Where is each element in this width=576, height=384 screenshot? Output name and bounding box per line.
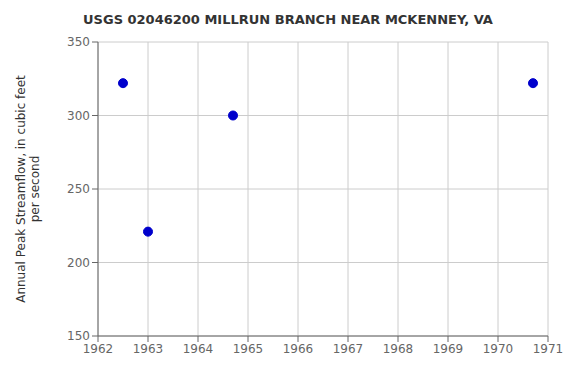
- svg-text:1964: 1964: [183, 342, 214, 356]
- svg-text:250: 250: [67, 182, 90, 196]
- svg-text:1966: 1966: [283, 342, 314, 356]
- svg-text:1970: 1970: [483, 342, 514, 356]
- svg-text:1969: 1969: [433, 342, 464, 356]
- svg-text:Annual Peak Streamflow, in cub: Annual Peak Streamflow, in cubic feetper…: [14, 75, 42, 303]
- svg-text:200: 200: [67, 256, 90, 270]
- svg-text:350: 350: [67, 35, 90, 49]
- html-text:USGS 02046200 MILLRUN BRANCH N: USGS 02046200 MILLRUN BRANCH NEAR MCKENN…: [83, 12, 493, 27]
- svg-text:1967: 1967: [333, 342, 364, 356]
- svg-text:1968: 1968: [383, 342, 414, 356]
- svg-text:1965: 1965: [233, 342, 264, 356]
- svg-text:1963: 1963: [133, 342, 164, 356]
- svg-text:1971: 1971: [533, 342, 564, 356]
- svg-text:150: 150: [67, 329, 90, 343]
- svg-text:300: 300: [67, 109, 90, 123]
- svg-text:1962: 1962: [83, 342, 114, 356]
